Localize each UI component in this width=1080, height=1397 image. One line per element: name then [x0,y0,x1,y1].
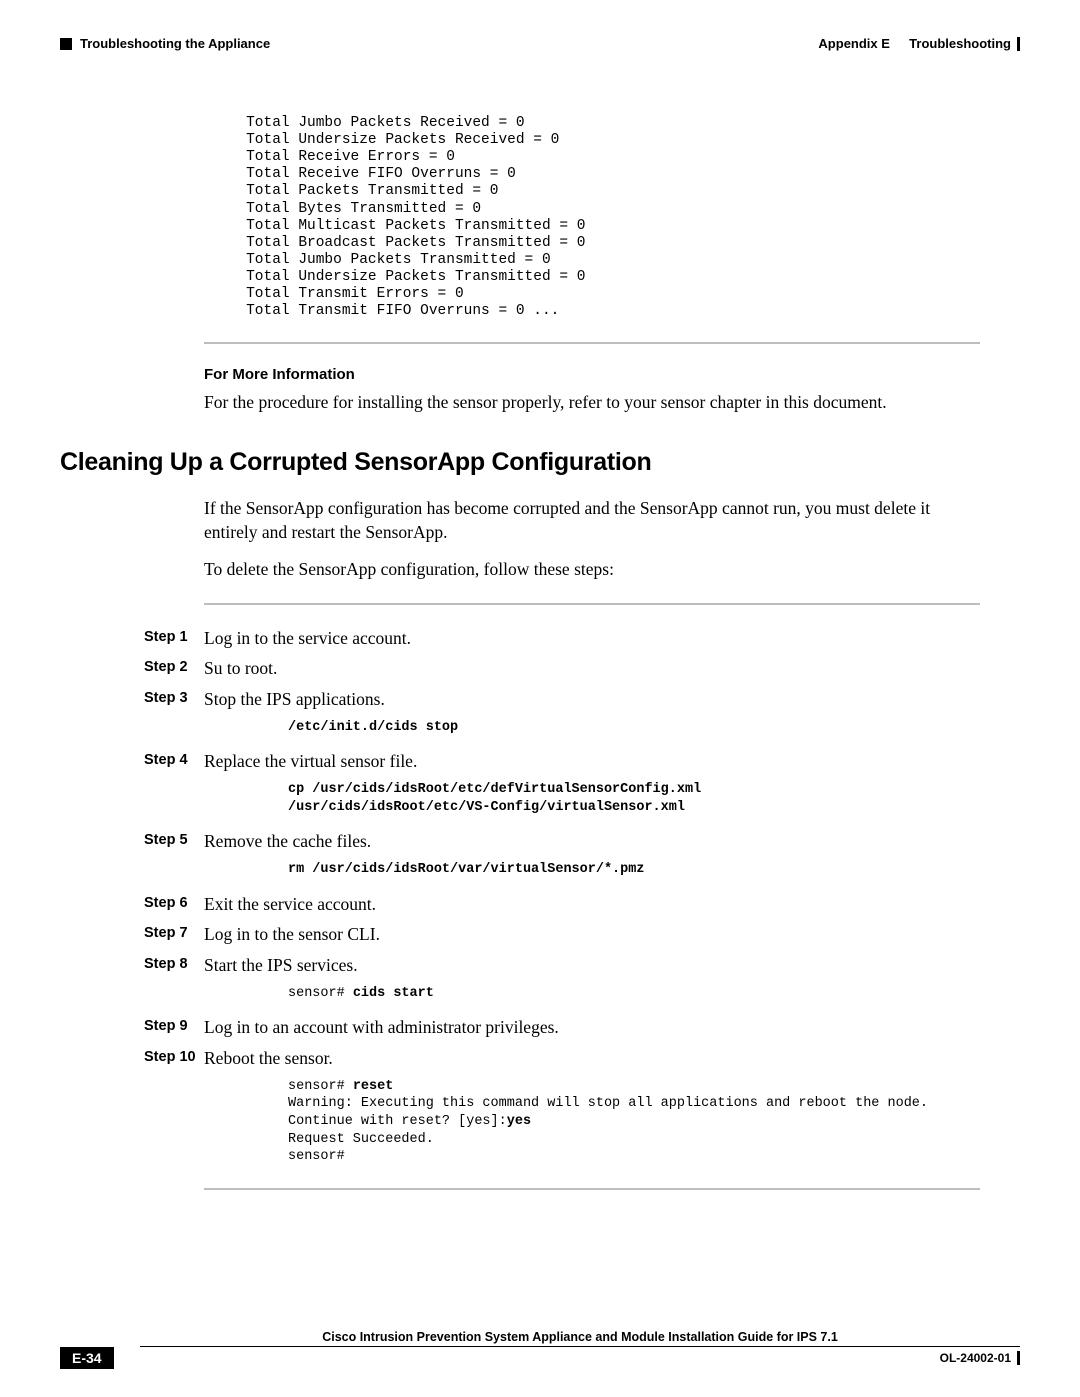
step-label: Step 5 [144,830,204,848]
steps-list: Step 1 Log in to the service account. St… [144,627,980,1166]
step-prompt: sensor# cids start [288,985,980,1003]
step-row: Step 7 Log in to the sensor CLI. [144,923,980,946]
step-row: Step 4 Replace the virtual sensor file. [144,750,980,773]
reset-line1-pre: sensor# [288,1079,353,1094]
step-command: /etc/init.d/cids stop [288,719,980,737]
doc-id-text: OL-24002-01 [940,1351,1011,1365]
vertical-bar-icon [1017,37,1020,51]
section-heading: Cleaning Up a Corrupted SensorApp Config… [60,448,1020,477]
step-label: Step 1 [144,627,204,645]
step-label: Step 10 [144,1047,204,1065]
section-intro-1: If the SensorApp configuration has becom… [204,497,980,543]
prompt-pre: sensor# [288,986,353,1001]
chapter-title: Troubleshooting [909,36,1011,51]
step-text: Reboot the sensor. [204,1047,980,1070]
step-label: Step 3 [144,688,204,706]
step-row: Step 6 Exit the service account. [144,893,980,916]
section-breadcrumb: Troubleshooting the Appliance [80,36,270,51]
square-bullet-icon [60,38,72,50]
reset-block: sensor# reset Warning: Executing this co… [288,1078,980,1166]
step-text: Log in to the service account. [204,627,980,650]
page-footer: Cisco Intrusion Prevention System Applia… [60,1330,1020,1369]
reset-line3-bold: yes [507,1114,531,1129]
reset-line4: Request Succeeded. [288,1132,434,1147]
reset-line2: Warning: Executing this command will sto… [288,1096,928,1111]
step-command: rm /usr/cids/idsRoot/var/virtualSensor/*… [288,861,980,879]
reset-line1-bold: reset [353,1079,394,1094]
step-row: Step 10 Reboot the sensor. [144,1047,980,1070]
reset-line3-pre: Continue with reset? [yes]: [288,1114,507,1129]
appendix-label: Appendix E [818,36,890,51]
step-text: Replace the virtual sensor file. [204,750,980,773]
page-number-badge: E-34 [60,1347,114,1369]
step-row: Step 8 Start the IPS services. [144,954,980,977]
terminal-output: Total Jumbo Packets Received = 0 Total U… [220,115,980,320]
step-row: Step 9 Log in to an account with adminis… [144,1016,980,1039]
step-row: Step 3 Stop the IPS applications. [144,688,980,711]
step-label: Step 9 [144,1016,204,1034]
footer-book-title: Cisco Intrusion Prevention System Applia… [140,1330,1020,1347]
divider [204,342,980,344]
step-text: Log in to an account with administrator … [204,1016,980,1039]
page-container: Troubleshooting the Appliance Appendix E… [0,0,1080,1397]
section-intro-2: To delete the SensorApp configuration, f… [204,558,980,581]
footer-row: E-34 OL-24002-01 [60,1347,1020,1369]
step-command: cp /usr/cids/idsRoot/etc/defVirtualSenso… [288,781,980,816]
step-text: Start the IPS services. [204,954,980,977]
doc-id: OL-24002-01 [940,1351,1020,1365]
step-text: Exit the service account. [204,893,980,916]
header-right: Appendix E Troubleshooting [818,36,1020,51]
page-header: Troubleshooting the Appliance Appendix E… [60,36,1020,51]
step-label: Step 7 [144,923,204,941]
step-text: Log in to the sensor CLI. [204,923,980,946]
divider [204,1188,980,1190]
step-text: Remove the cache files. [204,830,980,853]
step-row: Step 1 Log in to the service account. [144,627,980,650]
step-label: Step 8 [144,954,204,972]
reset-line5: sensor# [288,1149,345,1164]
divider [204,603,980,605]
more-info-text: For the procedure for installing the sen… [204,391,980,414]
step-row: Step 5 Remove the cache files. [144,830,980,853]
step-label: Step 4 [144,750,204,768]
step-text: Stop the IPS applications. [204,688,980,711]
step-text: Su to root. [204,657,980,680]
step-label: Step 6 [144,893,204,911]
vertical-bar-icon [1017,1351,1020,1365]
step-row: Step 2 Su to root. [144,657,980,680]
step-label: Step 2 [144,657,204,675]
prompt-bold: cids start [353,986,434,1001]
more-info-heading: For More Information [204,366,1020,383]
header-left: Troubleshooting the Appliance [60,36,270,51]
